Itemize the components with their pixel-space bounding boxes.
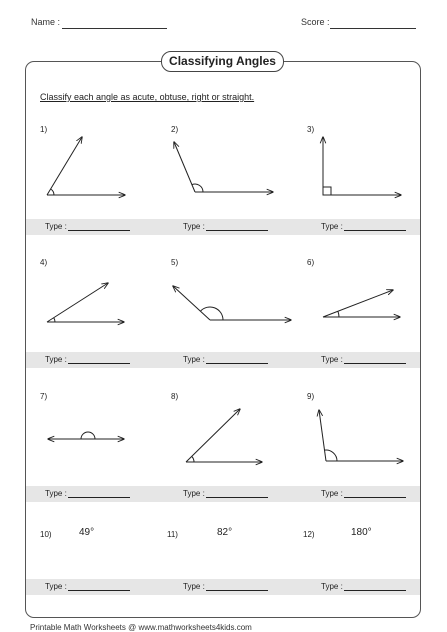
- score-label: Score :: [301, 17, 330, 27]
- answer-line[interactable]: [205, 223, 268, 231]
- answer-line[interactable]: [343, 356, 406, 364]
- type-label: Type :: [45, 582, 67, 591]
- answer-row: Type : Type : Type :: [26, 486, 420, 502]
- degree-value: 82°: [217, 527, 233, 538]
- problem-number: 6): [307, 258, 315, 267]
- angle-figure-8: [185, 409, 262, 462]
- type-label: Type :: [45, 355, 67, 364]
- type-label: Type :: [183, 355, 205, 364]
- answer-line[interactable]: [67, 490, 130, 498]
- type-label: Type :: [321, 222, 343, 231]
- angle-figure-9: [319, 410, 403, 461]
- problem-number: 9): [307, 392, 315, 401]
- type-label: Type :: [321, 489, 343, 498]
- problem-number: 8): [171, 392, 179, 401]
- angle-figure-4: [46, 283, 124, 322]
- problem-number: 1): [40, 125, 48, 134]
- problem-number: 4): [40, 258, 48, 267]
- answer-slot[interactable]: Type :: [183, 355, 268, 364]
- answer-slot[interactable]: Type :: [321, 582, 406, 591]
- answer-line[interactable]: [343, 583, 406, 591]
- instructions: Classify each angle as acute, obtuse, ri…: [40, 92, 255, 102]
- answer-line[interactable]: [343, 223, 406, 231]
- type-label: Type :: [45, 222, 67, 231]
- degree-value: 180°: [351, 527, 372, 538]
- type-label: Type :: [183, 222, 205, 231]
- answer-slot[interactable]: Type :: [321, 222, 406, 231]
- type-label: Type :: [321, 582, 343, 591]
- answer-line[interactable]: [205, 356, 268, 364]
- worksheet-frame: [25, 61, 421, 618]
- angle-figure-2: [174, 142, 273, 192]
- answer-row: Type : Type : Type :: [26, 352, 420, 368]
- answer-line[interactable]: [205, 583, 268, 591]
- problem-number: 12): [303, 530, 315, 539]
- problem-number: 11): [167, 530, 178, 539]
- worksheet-title: Classifying Angles: [161, 51, 284, 72]
- answer-row: Type : Type : Type :: [26, 579, 420, 595]
- answer-slot[interactable]: Type :: [321, 355, 406, 364]
- answer-line[interactable]: [343, 490, 406, 498]
- angle-figure-5: [173, 286, 291, 320]
- answer-line[interactable]: [205, 490, 268, 498]
- problem-number: 3): [307, 125, 315, 134]
- score-field[interactable]: [330, 28, 416, 29]
- answer-slot[interactable]: Type :: [45, 489, 130, 498]
- type-label: Type :: [183, 582, 205, 591]
- answer-slot[interactable]: Type :: [45, 582, 130, 591]
- problem-number: 10): [40, 530, 52, 539]
- answer-slot[interactable]: Type :: [183, 582, 268, 591]
- problem-number: 7): [40, 392, 48, 401]
- problem-number: 5): [171, 258, 179, 267]
- type-label: Type :: [321, 355, 343, 364]
- footer-credit: Printable Math Worksheets @ www.mathwork…: [30, 623, 252, 632]
- type-label: Type :: [183, 489, 205, 498]
- answer-slot[interactable]: Type :: [321, 489, 406, 498]
- answer-slot[interactable]: Type :: [45, 355, 130, 364]
- name-field[interactable]: [62, 28, 167, 29]
- angle-figure-7: [48, 431, 124, 439]
- answer-row: Type : Type : Type :: [26, 219, 420, 235]
- angle-figure-3: [323, 137, 401, 195]
- type-label: Type :: [45, 489, 67, 498]
- answer-line[interactable]: [67, 356, 130, 364]
- degree-value: 49°: [79, 527, 95, 538]
- angle-figure-1: [46, 137, 125, 195]
- answer-line[interactable]: [67, 223, 130, 231]
- answer-slot[interactable]: Type :: [45, 222, 130, 231]
- problem-number: 2): [171, 125, 179, 134]
- answer-slot[interactable]: Type :: [183, 222, 268, 231]
- answer-line[interactable]: [67, 583, 130, 591]
- answer-slot[interactable]: Type :: [183, 489, 268, 498]
- name-label: Name :: [31, 17, 61, 27]
- angle-figure-6: [322, 290, 400, 317]
